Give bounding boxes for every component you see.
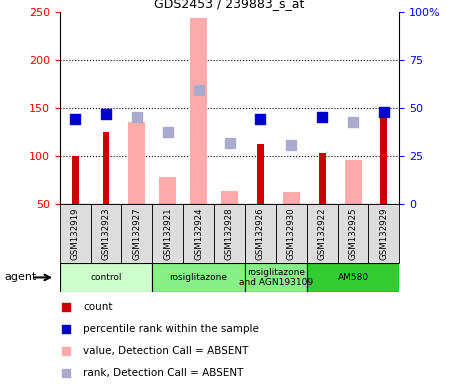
Bar xyxy=(345,161,362,204)
Point xyxy=(102,111,110,118)
Bar xyxy=(103,131,109,204)
Text: GSM132923: GSM132923 xyxy=(101,207,111,260)
Bar xyxy=(60,204,90,263)
Bar xyxy=(245,263,307,292)
Text: GSM132926: GSM132926 xyxy=(256,207,265,260)
Text: GSM132919: GSM132919 xyxy=(71,207,79,260)
Bar xyxy=(276,204,307,263)
Point xyxy=(63,326,70,332)
Point xyxy=(226,140,233,146)
Title: GDS2453 / 239883_s_at: GDS2453 / 239883_s_at xyxy=(154,0,305,10)
Bar xyxy=(245,204,276,263)
Text: GSM132921: GSM132921 xyxy=(163,207,172,260)
Bar xyxy=(381,112,387,204)
Bar xyxy=(337,204,369,263)
Bar xyxy=(190,18,207,204)
Point xyxy=(319,114,326,120)
Text: rosiglitazone
and AGN193109: rosiglitazone and AGN193109 xyxy=(239,268,313,287)
Text: GSM132929: GSM132929 xyxy=(380,207,388,260)
Bar xyxy=(369,204,399,263)
Text: AM580: AM580 xyxy=(337,273,369,282)
Point xyxy=(195,87,202,93)
Text: value, Detection Call = ABSENT: value, Detection Call = ABSENT xyxy=(84,346,249,356)
Point xyxy=(349,119,357,125)
Point xyxy=(288,142,295,148)
Text: GSM132930: GSM132930 xyxy=(287,207,296,260)
Bar xyxy=(152,204,183,263)
Text: rosiglitazone: rosiglitazone xyxy=(170,273,228,282)
Text: GSM132927: GSM132927 xyxy=(132,207,141,260)
Bar xyxy=(159,177,176,204)
Bar xyxy=(214,204,245,263)
Bar xyxy=(122,204,152,263)
Point xyxy=(63,370,70,376)
Text: GSM132922: GSM132922 xyxy=(318,207,327,260)
Point xyxy=(133,114,140,120)
Point xyxy=(380,109,387,115)
Text: control: control xyxy=(90,273,122,282)
Text: agent: agent xyxy=(5,272,37,283)
Point xyxy=(164,128,171,135)
Point xyxy=(72,116,79,122)
Bar xyxy=(90,204,122,263)
Point xyxy=(257,116,264,122)
Point xyxy=(63,348,70,354)
Bar xyxy=(307,204,337,263)
Text: GSM132925: GSM132925 xyxy=(348,207,358,260)
Bar xyxy=(319,152,325,204)
Text: count: count xyxy=(84,302,113,312)
Bar xyxy=(129,122,146,204)
Text: GSM132928: GSM132928 xyxy=(225,207,234,260)
Bar xyxy=(283,192,300,204)
Bar xyxy=(152,263,245,292)
Bar xyxy=(183,204,214,263)
Bar xyxy=(257,144,264,204)
Text: percentile rank within the sample: percentile rank within the sample xyxy=(84,324,259,334)
Point xyxy=(63,304,70,310)
Bar xyxy=(307,263,399,292)
Bar xyxy=(60,263,152,292)
Bar xyxy=(72,156,78,204)
Text: rank, Detection Call = ABSENT: rank, Detection Call = ABSENT xyxy=(84,368,244,378)
Text: GSM132924: GSM132924 xyxy=(194,207,203,260)
Bar xyxy=(221,191,238,204)
